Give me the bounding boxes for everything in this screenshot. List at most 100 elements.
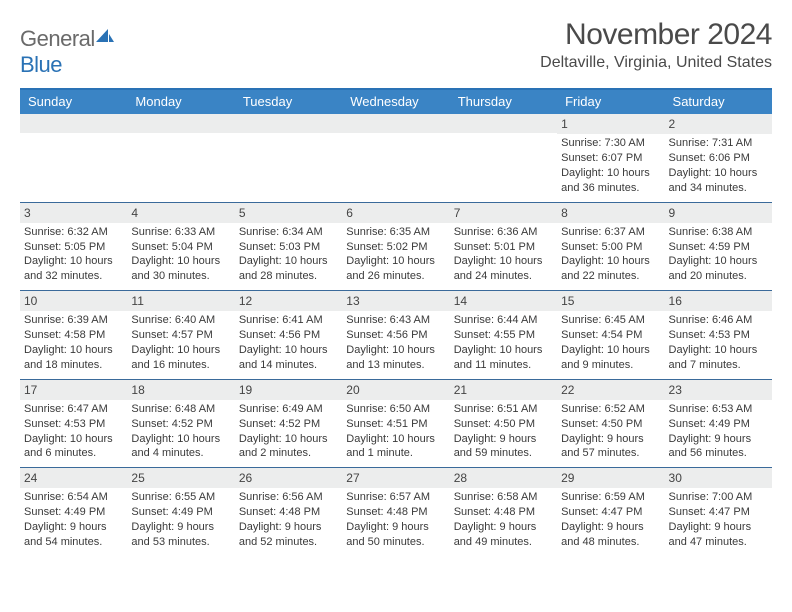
- sunset-text: Sunset: 4:52 PM: [239, 417, 338, 432]
- sunset-text: Sunset: 4:52 PM: [131, 417, 230, 432]
- day-cell: 10 Sunrise: 6:39 AMSunset: 4:58 PMDayligh…: [20, 291, 127, 379]
- day-cell: [450, 114, 557, 202]
- day-number: 11: [127, 291, 234, 311]
- daylight-text: Daylight: 9 hours and 59 minutes.: [454, 432, 553, 462]
- daylight-text: Daylight: 10 hours and 2 minutes.: [239, 432, 338, 462]
- sunrise-text: Sunrise: 6:38 AM: [669, 225, 768, 240]
- day-number: 22: [557, 380, 664, 400]
- sunrise-text: Sunrise: 6:34 AM: [239, 225, 338, 240]
- daylight-text: Daylight: 9 hours and 53 minutes.: [131, 520, 230, 550]
- day-cell: 24Sunrise: 6:54 AMSunset: 4:49 PMDayligh…: [20, 468, 127, 556]
- day-number: 13: [342, 291, 449, 311]
- sunrise-text: Sunrise: 7:00 AM: [669, 490, 768, 505]
- sunset-text: Sunset: 4:49 PM: [131, 505, 230, 520]
- sunset-text: Sunset: 5:03 PM: [239, 240, 338, 255]
- sunrise-text: Sunrise: 6:33 AM: [131, 225, 230, 240]
- daylight-text: Daylight: 10 hours and 1 minute.: [346, 432, 445, 462]
- sunset-text: Sunset: 4:54 PM: [561, 328, 660, 343]
- sunset-text: Sunset: 5:02 PM: [346, 240, 445, 255]
- daylight-text: Daylight: 10 hours and 13 minutes.: [346, 343, 445, 373]
- daylight-text: Daylight: 10 hours and 20 minutes.: [669, 254, 768, 284]
- sunset-text: Sunset: 5:05 PM: [24, 240, 123, 255]
- day-cell: [20, 114, 127, 202]
- sunrise-text: Sunrise: 6:55 AM: [131, 490, 230, 505]
- daylight-text: Daylight: 9 hours and 50 minutes.: [346, 520, 445, 550]
- daylight-text: Daylight: 10 hours and 4 minutes.: [131, 432, 230, 462]
- day-cell: 20Sunrise: 6:50 AMSunset: 4:51 PMDayligh…: [342, 380, 449, 468]
- week-row: 17Sunrise: 6:47 AMSunset: 4:53 PMDayligh…: [20, 379, 772, 468]
- day-number: 17: [20, 380, 127, 400]
- daylight-text: Daylight: 10 hours and 11 minutes.: [454, 343, 553, 373]
- day-cell: 29Sunrise: 6:59 AMSunset: 4:47 PMDayligh…: [557, 468, 664, 556]
- day-header-tue: Tuesday: [235, 90, 342, 114]
- sunrise-text: Sunrise: 6:37 AM: [561, 225, 660, 240]
- sunset-text: Sunset: 4:50 PM: [561, 417, 660, 432]
- daylight-text: Daylight: 10 hours and 18 minutes.: [24, 343, 123, 373]
- sunrise-text: Sunrise: 6:32 AM: [24, 225, 123, 240]
- sunset-text: Sunset: 4:51 PM: [346, 417, 445, 432]
- logo-text-2: Blue: [20, 52, 62, 77]
- day-number: 10: [20, 291, 127, 311]
- sunset-text: Sunset: 4:48 PM: [239, 505, 338, 520]
- day-number: 9: [665, 203, 772, 223]
- sunrise-text: Sunrise: 7:30 AM: [561, 136, 660, 151]
- day-number: 18: [127, 380, 234, 400]
- sunset-text: Sunset: 4:56 PM: [239, 328, 338, 343]
- day-cell: 18 Sunrise: 6:48 AMSunset: 4:52 PMDayligh…: [127, 380, 234, 468]
- sunrise-text: Sunrise: 6:58 AM: [454, 490, 553, 505]
- day-cell: [127, 114, 234, 202]
- day-number: 1: [557, 114, 664, 134]
- day-cell: 22Sunrise: 6:52 AMSunset: 4:50 PMDayligh…: [557, 380, 664, 468]
- day-cell: 3Sunrise: 6:32 AMSunset: 5:05 PMDaylight…: [20, 203, 127, 291]
- sunrise-text: Sunrise: 6:46 AM: [669, 313, 768, 328]
- day-number: 14: [450, 291, 557, 311]
- day-header-sun: Sunday: [20, 90, 127, 114]
- sunrise-text: Sunrise: 6:48 AM: [131, 402, 230, 417]
- daylight-text: Daylight: 10 hours and 36 minutes.: [561, 166, 660, 196]
- daylight-text: Daylight: 10 hours and 14 minutes.: [239, 343, 338, 373]
- day-cell: 19 Sunrise: 6:49 AMSunset: 4:52 PMDayligh…: [235, 380, 342, 468]
- day-number: [20, 114, 127, 133]
- day-cell: 11Sunrise: 6:40 AMSunset: 4:57 PMDayligh…: [127, 291, 234, 379]
- sunrise-text: Sunrise: 6:53 AM: [669, 402, 768, 417]
- daylight-text: Daylight: 9 hours and 57 minutes.: [561, 432, 660, 462]
- daylight-text: Daylight: 9 hours and 56 minutes.: [669, 432, 768, 462]
- sunset-text: Sunset: 4:47 PM: [561, 505, 660, 520]
- sunset-text: Sunset: 4:58 PM: [24, 328, 123, 343]
- sunrise-text: Sunrise: 6:44 AM: [454, 313, 553, 328]
- day-cell: 25Sunrise: 6:55 AMSunset: 4:49 PMDayligh…: [127, 468, 234, 556]
- sunrise-text: Sunrise: 6:39 AM: [24, 313, 123, 328]
- day-number: 24: [20, 468, 127, 488]
- daylight-text: Daylight: 9 hours and 54 minutes.: [24, 520, 123, 550]
- day-number: 6: [342, 203, 449, 223]
- day-cell: 16Sunrise: 6:46 AMSunset: 4:53 PMDayligh…: [665, 291, 772, 379]
- day-number: 3: [20, 203, 127, 223]
- day-number: 20: [342, 380, 449, 400]
- day-number: 26: [235, 468, 342, 488]
- daylight-text: Daylight: 10 hours and 6 minutes.: [24, 432, 123, 462]
- day-number: [127, 114, 234, 133]
- sunrise-text: Sunrise: 6:49 AM: [239, 402, 338, 417]
- day-number: 19: [235, 380, 342, 400]
- day-number: 2: [665, 114, 772, 134]
- sunrise-text: Sunrise: 6:41 AM: [239, 313, 338, 328]
- daylight-text: Daylight: 10 hours and 24 minutes.: [454, 254, 553, 284]
- sail-icon: [95, 24, 115, 50]
- location: Deltaville, Virginia, United States: [540, 54, 772, 72]
- day-number: 12: [235, 291, 342, 311]
- day-number: 7: [450, 203, 557, 223]
- day-number: 30: [665, 468, 772, 488]
- calendar: Sunday Monday Tuesday Wednesday Thursday…: [20, 88, 772, 556]
- sunset-text: Sunset: 6:07 PM: [561, 151, 660, 166]
- day-header-thu: Thursday: [450, 90, 557, 114]
- sunset-text: Sunset: 5:00 PM: [561, 240, 660, 255]
- day-cell: 15Sunrise: 6:45 AMSunset: 4:54 PMDayligh…: [557, 291, 664, 379]
- sunset-text: Sunset: 4:53 PM: [669, 328, 768, 343]
- title-block: November 2024 Deltaville, Virginia, Unit…: [540, 18, 772, 72]
- sunrise-text: Sunrise: 6:59 AM: [561, 490, 660, 505]
- day-header-sat: Saturday: [665, 90, 772, 114]
- day-number: [342, 114, 449, 133]
- daylight-text: Daylight: 10 hours and 9 minutes.: [561, 343, 660, 373]
- day-cell: 8Sunrise: 6:37 AMSunset: 5:00 PMDaylight…: [557, 203, 664, 291]
- sunset-text: Sunset: 6:06 PM: [669, 151, 768, 166]
